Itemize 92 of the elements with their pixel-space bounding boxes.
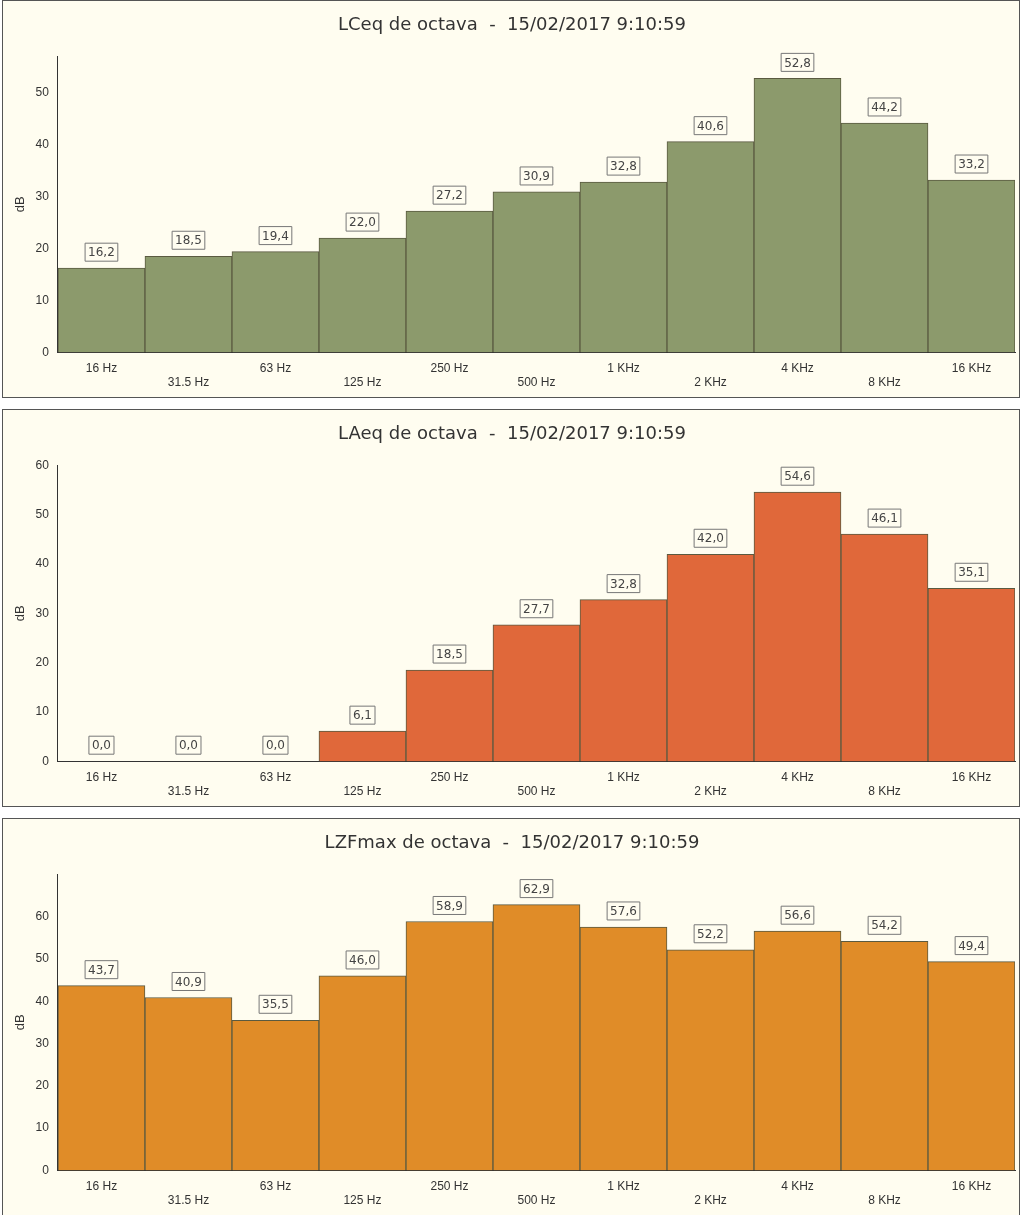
x-tick-label: 250 Hz <box>430 1178 469 1193</box>
x-tick-label: 1 KHz <box>607 1178 640 1193</box>
data-label: 32,8 <box>610 576 637 591</box>
data-label: 46,0 <box>349 953 376 968</box>
y-tick-label: 20 <box>35 240 50 255</box>
data-label: 27,7 <box>523 601 550 616</box>
data-label: 62,9 <box>523 881 550 896</box>
x-tick-label: 63 Hz <box>259 1178 292 1193</box>
y-tick-label: 50 <box>35 85 50 100</box>
x-tick-label: 16 Hz <box>85 1178 118 1193</box>
x-tick-label: 500 Hz <box>517 784 556 799</box>
y-tick-label: 0 <box>42 1162 50 1177</box>
x-tick-label: 8 KHz <box>868 375 901 390</box>
data-label: 56,6 <box>784 908 811 923</box>
data-label: 0,0 <box>91 738 111 753</box>
x-tick-label: 31.5 Hz <box>167 1193 210 1208</box>
y-tick-label: 40 <box>35 556 50 571</box>
data-label: 54,6 <box>784 469 811 484</box>
x-tick-label: 125 Hz <box>343 375 382 390</box>
chart-title: LZFmax de octava - 15/02/2017 9:10:59 <box>324 831 700 853</box>
x-tick-label: 2 KHz <box>694 1193 727 1208</box>
x-tick-label: 31.5 Hz <box>167 784 210 799</box>
data-label: 49,4 <box>958 938 985 953</box>
x-tick-label: 500 Hz <box>517 1193 556 1208</box>
y-tick-label: 40 <box>35 137 50 152</box>
x-tick-label: 4 KHz <box>781 360 814 375</box>
x-tick-label: 4 KHz <box>781 1178 814 1193</box>
x-tick-label: 63 Hz <box>259 360 292 375</box>
x-tick-label: 125 Hz <box>343 1193 382 1208</box>
data-label: 40,6 <box>697 118 724 133</box>
y-tick-label: 10 <box>35 1120 50 1135</box>
x-tick-label: 16 Hz <box>85 769 118 784</box>
data-label: 32,8 <box>610 159 637 174</box>
data-label: 30,9 <box>523 169 550 184</box>
x-tick-label: 16 KHz <box>951 360 992 375</box>
data-label: 18,5 <box>436 647 463 662</box>
y-tick-label: 50 <box>35 951 50 966</box>
data-label: 58,9 <box>436 898 463 913</box>
x-tick-label: 250 Hz <box>430 360 469 375</box>
data-label: 35,5 <box>262 997 289 1012</box>
x-tick-label: 8 KHz <box>868 784 901 799</box>
y-tick-label: 60 <box>35 457 50 472</box>
y-tick-label: 10 <box>35 704 50 719</box>
data-label: 18,5 <box>175 233 202 248</box>
data-label: 40,9 <box>175 974 202 989</box>
chart-title: LCeq de octava - 15/02/2017 9:10:59 <box>338 13 686 35</box>
y-tick-label: 0 <box>42 753 50 768</box>
y-axis-title: dB <box>12 605 28 622</box>
data-label: 0,0 <box>265 738 286 753</box>
x-tick-label: 8 KHz <box>868 1193 901 1208</box>
y-axis-title: dB <box>12 1014 28 1031</box>
x-tick-label: 2 KHz <box>694 784 727 799</box>
x-tick-label: 125 Hz <box>343 784 382 799</box>
x-tick-label: 250 Hz <box>430 769 469 784</box>
y-tick-label: 20 <box>35 1078 50 1093</box>
x-tick-label: 63 Hz <box>259 769 292 784</box>
x-tick-label: 1 KHz <box>607 769 640 784</box>
x-tick-label: 2 KHz <box>694 375 727 390</box>
data-label: 19,4 <box>262 228 289 243</box>
data-label: 16,2 <box>88 245 115 260</box>
y-tick-label: 30 <box>35 188 50 203</box>
y-tick-label: 30 <box>35 605 50 620</box>
data-label: 44,2 <box>871 100 898 115</box>
data-label: 43,7 <box>88 962 115 977</box>
x-tick-label: 16 KHz <box>951 1178 992 1193</box>
x-tick-label: 4 KHz <box>781 769 814 784</box>
data-label: 22,0 <box>349 215 376 230</box>
data-label: 46,1 <box>871 511 898 526</box>
chart-title: LAeq de octava - 15/02/2017 9:10:59 <box>338 422 686 444</box>
data-label: 33,2 <box>958 157 985 172</box>
y-tick-label: 50 <box>35 507 50 522</box>
data-label: 57,6 <box>610 904 637 919</box>
data-label: 52,2 <box>697 926 724 941</box>
y-tick-label: 40 <box>35 993 50 1008</box>
data-label: 35,1 <box>958 565 985 580</box>
data-label: 0,0 <box>178 738 198 753</box>
x-tick-label: 1 KHz <box>607 360 640 375</box>
y-tick-label: 0 <box>42 344 50 359</box>
y-tick-label: 10 <box>35 292 50 307</box>
data-label: 52,8 <box>784 55 811 70</box>
x-tick-label: 31.5 Hz <box>167 375 210 390</box>
x-tick-label: 16 Hz <box>85 360 118 375</box>
y-tick-label: 30 <box>35 1035 50 1050</box>
y-axis-title: dB <box>12 196 28 213</box>
data-label: 42,0 <box>697 531 724 546</box>
x-tick-label: 16 KHz <box>951 769 992 784</box>
data-label: 6,1 <box>352 708 373 723</box>
x-tick-label: 500 Hz <box>517 375 556 390</box>
data-label: 27,2 <box>436 188 463 203</box>
data-label: 54,2 <box>871 918 898 933</box>
y-tick-label: 60 <box>35 909 50 924</box>
y-tick-label: 20 <box>35 654 50 669</box>
